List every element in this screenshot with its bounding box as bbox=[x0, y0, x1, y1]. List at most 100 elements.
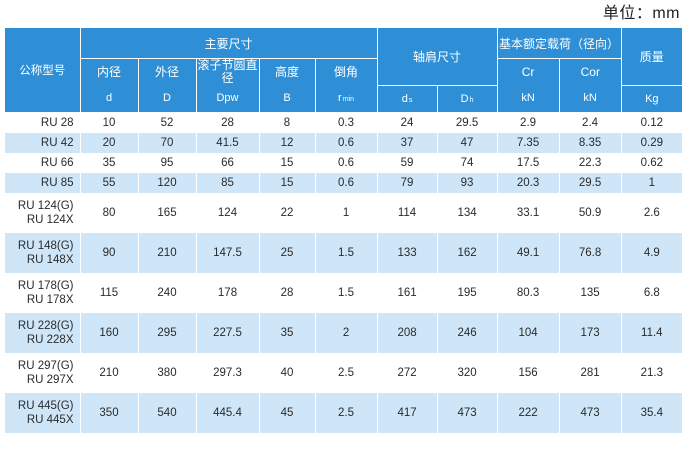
model-designation: RU 124X bbox=[26, 213, 74, 226]
cell-dh: 195 bbox=[437, 272, 498, 313]
cell-d: 160 bbox=[80, 312, 139, 353]
symbol-D: D bbox=[138, 85, 197, 113]
cell-dh: 162 bbox=[437, 232, 498, 273]
header-mass: 质量 bbox=[621, 28, 683, 86]
symbol-ds-subscript: s bbox=[408, 96, 413, 104]
cell-ds: 161 bbox=[377, 272, 438, 313]
table-body: RU 28 10 52 28 8 0.3 24 29.5 2.9 2.4 0.12 RU 42 20 70… bbox=[5, 112, 683, 433]
model-designation: RU 148X bbox=[26, 253, 74, 266]
cell-d: 295 bbox=[138, 312, 197, 353]
cell-cr: 156 bbox=[497, 352, 560, 393]
cell-cr: 20.3 bbox=[497, 172, 560, 193]
cell-r: 2 bbox=[315, 312, 378, 353]
cell-r: 0.6 bbox=[315, 172, 378, 193]
cell-dpw: 445.4 bbox=[196, 392, 260, 433]
table-row: RU 42 20 70 41.5 12 0.6 37 47 7.35 8.35 0.29 bbox=[5, 132, 683, 153]
table-header: 公称型号 主要尺寸 轴肩尺寸 基本额定载荷（径向） 质量 内径 外径 滚子节圆直… bbox=[5, 28, 683, 113]
cell-model: RU 445(G) RU 445X bbox=[5, 392, 81, 433]
symbol-dpw: Dpw bbox=[196, 85, 260, 113]
cell-ds: 114 bbox=[377, 192, 438, 233]
cell-cor: 473 bbox=[559, 392, 622, 433]
table-row: RU 85 55 120 85 15 0.6 79 93 20.3 29.5 1 bbox=[5, 172, 683, 193]
cell-cr: 80.3 bbox=[497, 272, 560, 313]
cell-d: 210 bbox=[138, 232, 197, 273]
header-roller-pitch-diameter: 滚子节圆直径 bbox=[196, 58, 260, 85]
model-designation: RU 28 bbox=[40, 116, 74, 129]
cell-d: 240 bbox=[138, 272, 197, 313]
cell-mass: 0.12 bbox=[621, 112, 683, 133]
cell-dpw: 297.3 bbox=[196, 352, 260, 393]
cell-ds: 37 bbox=[377, 132, 438, 153]
cell-cor: 2.4 bbox=[559, 112, 622, 133]
cell-ds: 79 bbox=[377, 172, 438, 193]
cell-r: 0.6 bbox=[315, 132, 378, 153]
cell-ds: 59 bbox=[377, 152, 438, 173]
unit-label: 单位：mm bbox=[602, 5, 680, 22]
cell-b: 8 bbox=[259, 112, 316, 133]
cell-dh: 246 bbox=[437, 312, 498, 353]
cell-ds: 417 bbox=[377, 392, 438, 433]
header-chamfer: 倒角 bbox=[315, 58, 378, 85]
header-height: 高度 bbox=[259, 58, 316, 85]
table-row: RU 228(G) RU 228X 160 295 227.5 35 2 208 246 104 1… bbox=[5, 312, 683, 353]
model-designation: RU 178(G) bbox=[17, 279, 74, 292]
cell-dh: 473 bbox=[437, 392, 498, 433]
cell-b: 25 bbox=[259, 232, 316, 273]
cell-dpw: 66 bbox=[196, 152, 260, 173]
header-cor: Cor bbox=[559, 58, 622, 85]
cell-cor: 22.3 bbox=[559, 152, 622, 173]
model-designation: RU 445X bbox=[26, 413, 74, 426]
cell-d: 52 bbox=[138, 112, 197, 133]
cell-d: 540 bbox=[138, 392, 197, 433]
cell-dh: 93 bbox=[437, 172, 498, 193]
symbol-dh: Dh bbox=[437, 85, 498, 113]
cell-model: RU 42 bbox=[5, 132, 81, 153]
model-designation: RU 66 bbox=[40, 156, 74, 169]
header-cr: Cr bbox=[497, 58, 560, 85]
model-designation: RU 297(G) bbox=[17, 359, 74, 372]
cell-ds: 272 bbox=[377, 352, 438, 393]
cell-mass: 35.4 bbox=[621, 392, 683, 433]
cell-mass: 0.62 bbox=[621, 152, 683, 173]
header-load-rating: 基本额定载荷（径向） bbox=[497, 28, 622, 59]
model-designation: RU 148(G) bbox=[17, 239, 74, 252]
cell-model: RU 66 bbox=[5, 152, 81, 173]
cell-r: 2.5 bbox=[315, 352, 378, 393]
cell-model: RU 178(G) RU 178X bbox=[5, 272, 81, 313]
model-designation: RU 445(G) bbox=[17, 399, 74, 412]
cell-dh: 74 bbox=[437, 152, 498, 173]
header-outer-diameter: 外径 bbox=[138, 58, 197, 85]
cell-mass: 11.4 bbox=[621, 312, 683, 353]
model-designation: RU 228(G) bbox=[17, 319, 74, 332]
cell-b: 22 bbox=[259, 192, 316, 233]
cell-dpw: 41.5 bbox=[196, 132, 260, 153]
cell-cr: 7.35 bbox=[497, 132, 560, 153]
header-model: 公称型号 bbox=[5, 28, 81, 113]
cell-d: 210 bbox=[80, 352, 139, 393]
symbol-b: B bbox=[259, 85, 316, 113]
cell-dh: 134 bbox=[437, 192, 498, 233]
header-inner-diameter: 内径 bbox=[80, 58, 139, 85]
symbol-d: d bbox=[80, 85, 139, 113]
unit-cr-kn: kN bbox=[497, 85, 560, 113]
unit-mass-kg: Kg bbox=[621, 85, 683, 113]
cell-dh: 47 bbox=[437, 132, 498, 153]
cell-cr: 104 bbox=[497, 312, 560, 353]
cell-b: 28 bbox=[259, 272, 316, 313]
header-shoulder-dimensions: 轴肩尺寸 bbox=[377, 28, 498, 86]
table-row: RU 124(G) RU 124X 80 165 124 22 1 114 134 33.1 50.… bbox=[5, 192, 683, 233]
cell-dpw: 85 bbox=[196, 172, 260, 193]
header-main-dimensions: 主要尺寸 bbox=[80, 28, 378, 59]
cell-model: RU 148(G) RU 148X bbox=[5, 232, 81, 273]
unit-cor-kn: kN bbox=[559, 85, 622, 113]
cell-mass: 21.3 bbox=[621, 352, 683, 393]
cell-dpw: 124 bbox=[196, 192, 260, 233]
model-designation: RU 85 bbox=[40, 176, 74, 189]
symbol-ds-base: d bbox=[401, 92, 408, 105]
cell-b: 45 bbox=[259, 392, 316, 433]
model-designation: RU 297X bbox=[26, 373, 74, 386]
cell-cor: 50.9 bbox=[559, 192, 622, 233]
cell-cor: 135 bbox=[559, 272, 622, 313]
cell-mass: 2.6 bbox=[621, 192, 683, 233]
cell-model: RU 85 bbox=[5, 172, 81, 193]
